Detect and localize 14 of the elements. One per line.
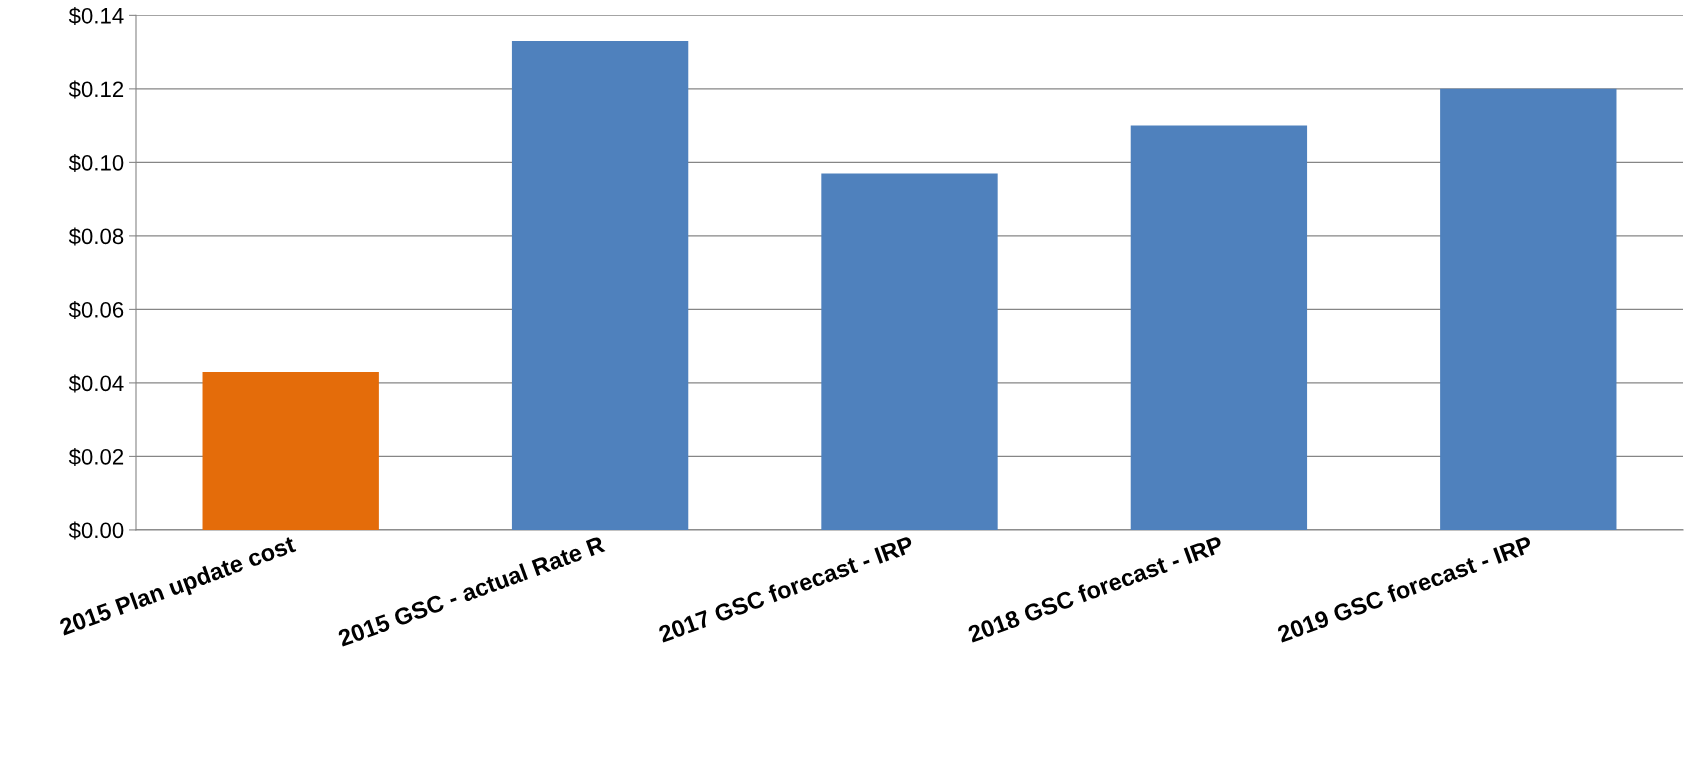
bar xyxy=(202,371,379,530)
y-tick-label: $0.14 xyxy=(68,6,124,25)
y-tick-label: $0.00 xyxy=(68,521,124,540)
y-tick-label: $0.06 xyxy=(68,300,124,319)
bar xyxy=(821,173,998,530)
bar xyxy=(511,41,689,530)
y-tick-label: $0.04 xyxy=(68,374,124,393)
x-tick-label: 2015 GSC - actual Rate R xyxy=(337,534,606,647)
bar xyxy=(1130,125,1308,530)
y-tick-label: $0.10 xyxy=(68,153,124,172)
y-tick-label: $0.12 xyxy=(68,80,124,99)
y-tick-label: $0.08 xyxy=(68,227,124,246)
bar xyxy=(1440,88,1617,530)
y-tick-label: $0.02 xyxy=(68,448,124,467)
